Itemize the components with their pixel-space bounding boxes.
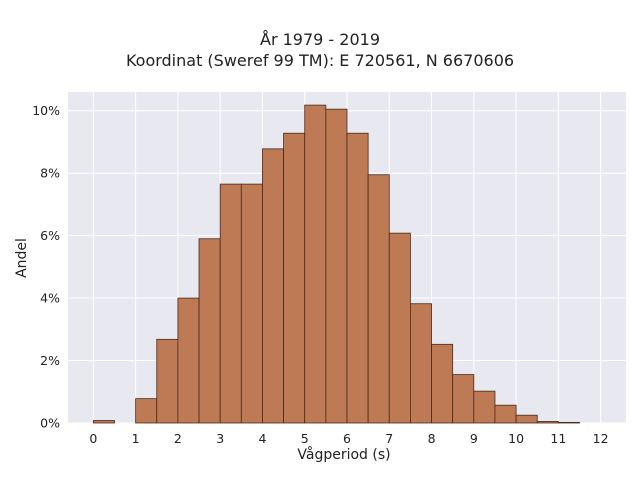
x-tick-labels: 0 1 2 3 4 5 6 7 8 9 10 11 12 [89, 431, 608, 446]
histogram-bar [452, 374, 475, 424]
x-tick-label: 8 [428, 431, 436, 446]
histogram-bar [515, 414, 538, 424]
x-tick-label: 10 [508, 431, 524, 446]
x-tick-label: 6 [343, 431, 351, 446]
x-tick-label: 5 [301, 431, 309, 446]
y-tick-label: 0% [40, 416, 60, 431]
histogram-bar [367, 174, 390, 424]
histogram-bar [177, 297, 200, 424]
histogram-bar [473, 390, 496, 424]
histogram-bar [325, 108, 348, 424]
histogram-bar [557, 421, 580, 424]
y-tick-label: 10% [32, 103, 60, 118]
bars [92, 104, 580, 424]
histogram-bar [431, 343, 454, 424]
x-tick-label: 9 [470, 431, 478, 446]
x-tick-label: 2 [174, 431, 182, 446]
x-tick-label: 0 [89, 431, 97, 446]
histogram-bar [262, 148, 284, 424]
x-tick-label: 12 [593, 431, 609, 446]
x-tick-label: 3 [216, 431, 224, 446]
histogram-bar [135, 398, 158, 424]
histogram-bar [198, 238, 221, 424]
histogram-bar [283, 132, 306, 424]
x-tick-label: 7 [385, 431, 393, 446]
histogram-bar [346, 132, 369, 424]
histogram-bar [388, 232, 411, 424]
histogram-bar [494, 404, 517, 424]
histogram-bar [536, 421, 559, 424]
x-tick-label: 1 [132, 431, 140, 446]
y-tick-labels: 0% 2% 4% 6% 8% 10% [32, 103, 60, 430]
y-tick-label: 8% [40, 166, 60, 181]
y-tick-label: 4% [40, 291, 60, 306]
x-tick-label: 4 [258, 431, 266, 446]
y-tick-label: 2% [40, 353, 60, 368]
x-axis-label: Vågperiod (s) [297, 447, 391, 463]
chart-title-line-2: Koordinat (Sweref 99 TM): E 720561, N 66… [125, 51, 515, 70]
y-axis-label: Andel [14, 238, 30, 278]
x-tick-label: 11 [550, 431, 566, 446]
histogram-bar [156, 338, 179, 424]
histogram-bar [240, 183, 263, 424]
histogram-bar [92, 420, 115, 424]
histogram-bar [410, 303, 432, 424]
histogram-bar [219, 183, 242, 424]
histogram-bar [304, 104, 327, 424]
chart-title-line-1: År 1979 - 2019 [260, 30, 380, 49]
y-tick-label: 6% [40, 228, 60, 243]
